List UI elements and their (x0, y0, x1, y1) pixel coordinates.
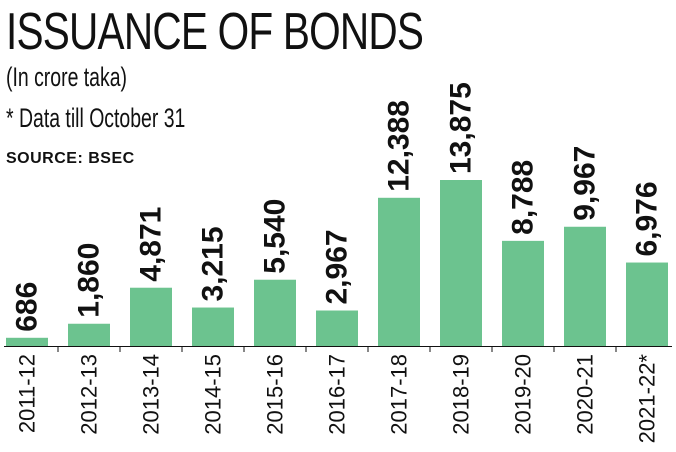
chart-subtitle: (In crore taka) (6, 62, 128, 92)
chart-source: SOURCE: BSEC (6, 150, 135, 167)
value-label-2016-17: 2,967 (321, 229, 354, 304)
value-label-2011-12: 686 (11, 282, 44, 332)
value-label-2017-18: 12,388 (383, 100, 416, 192)
value-label-2021-22*: 6,976 (631, 181, 664, 256)
category-label-2011-12: 2011-12 (15, 354, 40, 433)
chart-title: ISSUANCE OF BONDS (6, 3, 424, 61)
bar-2015-16 (254, 279, 296, 346)
value-label-2018-19: 13,875 (445, 82, 478, 174)
value-label-2013-14: 4,871 (135, 207, 168, 282)
bar-2019-20 (502, 240, 544, 346)
value-label-2014-15: 3,215 (197, 226, 230, 301)
bar-2020-21 (564, 226, 606, 346)
category-label-2019-20: 2019-20 (511, 354, 536, 435)
category-label-2015-16: 2015-16 (263, 354, 288, 435)
bar-2013-14 (130, 287, 172, 346)
value-label-2019-20: 8,788 (507, 160, 540, 235)
category-label-2017-18: 2017-18 (387, 354, 412, 435)
bar-2021-22* (626, 262, 668, 346)
bar-2017-18 (378, 197, 420, 346)
category-label-2012-13: 2012-13 (77, 354, 102, 435)
category-label-2016-17: 2016-17 (325, 354, 350, 435)
bar-2018-19 (440, 180, 482, 346)
value-label-2020-21: 9,967 (569, 146, 602, 221)
chart-note: * Data till October 31 (6, 103, 186, 133)
bar-2014-15 (192, 307, 234, 346)
bar-2016-17 (316, 310, 358, 346)
category-label-2020-21: 2020-21 (573, 354, 598, 435)
bar-2012-13 (68, 323, 110, 346)
category-label-2014-15: 2014-15 (201, 354, 226, 435)
category-label-2013-14: 2013-14 (139, 354, 164, 435)
category-label-2018-19: 2018-19 (449, 354, 474, 435)
bar-2011-12 (6, 337, 48, 346)
value-label-2015-16: 5,540 (259, 199, 292, 274)
category-label-2021-22*: 2021-22* (635, 354, 660, 444)
value-label-2012-13: 1,860 (73, 243, 106, 318)
